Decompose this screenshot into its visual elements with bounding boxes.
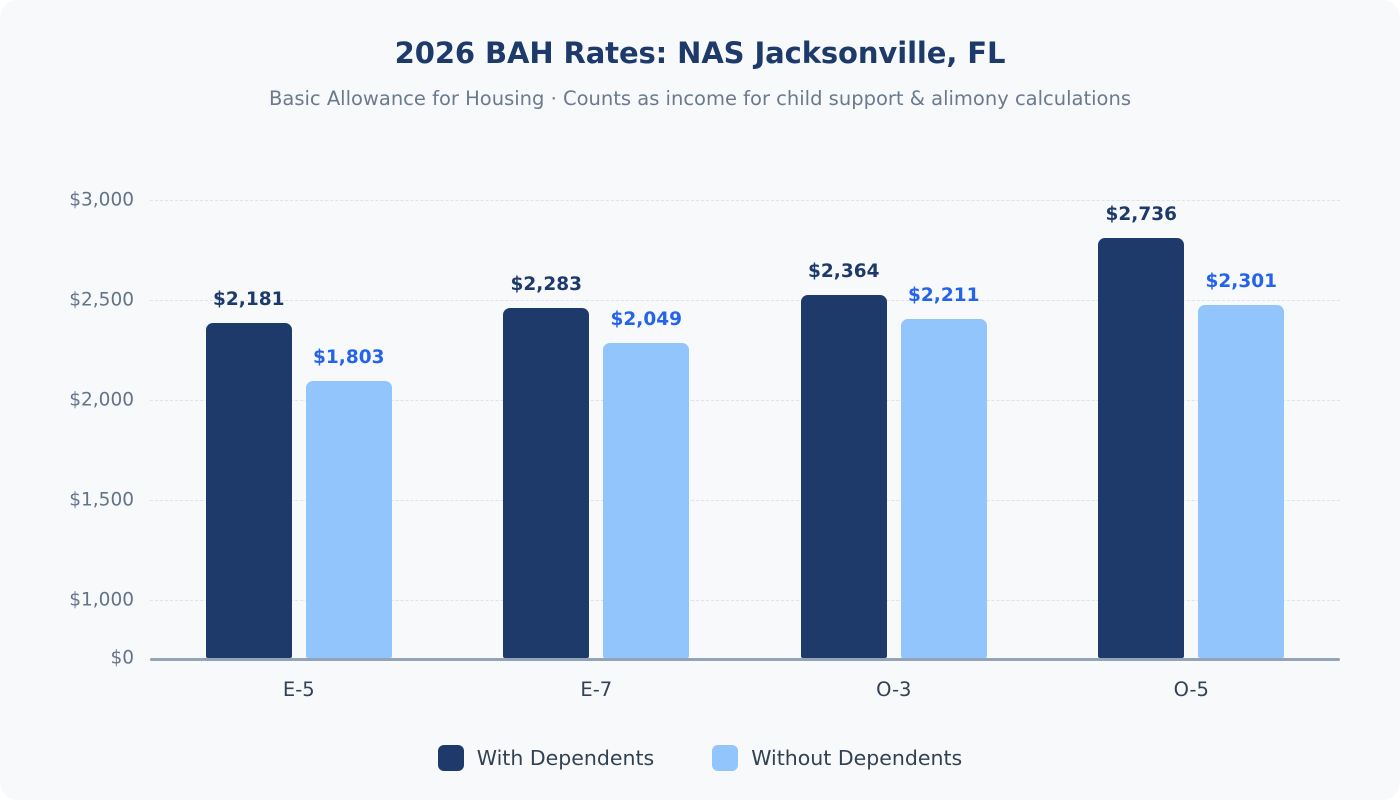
y-axis-tick-label: $1,500: [69, 489, 134, 511]
x-axis-category-label: E-5: [282, 678, 315, 701]
bar-value-label: $2,181: [213, 289, 285, 311]
bar-value-label: $2,364: [808, 261, 880, 283]
chart-title: 2026 BAH Rates: NAS Jacksonville, FL: [394, 36, 1006, 70]
x-axis-line: [150, 658, 1340, 661]
legend-swatch-icon: [437, 745, 464, 771]
bar[interactable]: [205, 323, 292, 658]
y-axis-tick-label: $2,000: [69, 389, 134, 411]
legend-label: Without Dependents: [751, 746, 963, 770]
bar[interactable]: [800, 295, 887, 658]
y-axis-tick-label: $3,000: [69, 189, 134, 211]
gridline: [150, 300, 1340, 301]
bar-value-label: $2,736: [1105, 204, 1177, 226]
legend-item[interactable]: With Dependents: [437, 745, 655, 771]
bar-group: $2,364 $2,211: [800, 150, 987, 658]
y-axis-tick-label: $2,500: [69, 289, 134, 311]
y-axis-tick-label: $1,000: [69, 589, 134, 611]
chart-legend: With Dependents Without Dependents: [0, 745, 1400, 771]
y-axis-tick-label: $0: [110, 647, 134, 669]
bar[interactable]: [1198, 304, 1285, 658]
x-axis-category-label: E-7: [580, 678, 613, 701]
x-axis-category-label: O-3: [876, 678, 912, 701]
bar-value-label: $2,301: [1205, 270, 1277, 292]
gridline: [150, 400, 1340, 401]
bar-value-label: $1,803: [313, 347, 385, 369]
bar-value-label: $2,211: [908, 284, 980, 306]
bar-value-label: $2,283: [510, 273, 582, 295]
bar-group: $2,181 $1,803: [205, 150, 392, 658]
bar[interactable]: [305, 381, 392, 658]
plot-area: $0 $1,000 $1,500 $2,000 $2,500 $3,000 $2,181 $…: [69, 150, 1340, 701]
gridline: [150, 500, 1340, 501]
gridline: [150, 600, 1340, 601]
gridline: [150, 200, 1340, 201]
legend-label: With Dependents: [476, 746, 655, 770]
legend-swatch-icon: [712, 745, 739, 771]
chart-subtitle: Basic Allowance for Housing · Counts as …: [269, 87, 1131, 110]
bar-group: $2,283 $2,049: [503, 150, 690, 658]
bar[interactable]: [1098, 238, 1185, 658]
bar-value-label: $2,049: [610, 309, 682, 331]
legend-item[interactable]: Without Dependents: [712, 745, 962, 771]
bar[interactable]: [503, 307, 590, 658]
bar-group: $2,736 $2,301: [1098, 150, 1285, 658]
bar[interactable]: [603, 343, 690, 658]
bar[interactable]: [900, 318, 987, 658]
x-axis-category-label: O-5: [1173, 678, 1209, 701]
